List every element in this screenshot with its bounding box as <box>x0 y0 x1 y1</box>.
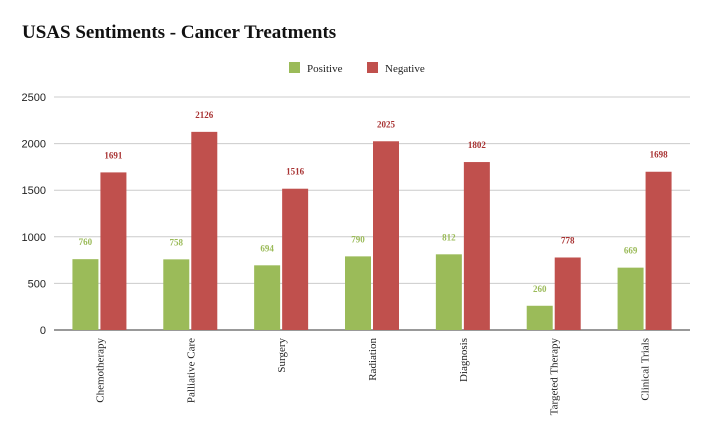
bar-positive-targeted-therapy <box>526 305 553 330</box>
bar-positive-diagnosis <box>435 254 462 330</box>
data-label-positive-targeted-therapy: 260 <box>533 284 547 294</box>
x-tick-label-radiation: Radiation <box>367 338 379 381</box>
bar-negative-clinical-trials <box>645 171 672 330</box>
data-label-negative-palliative-care: 2126 <box>195 110 214 120</box>
y-tick-label: 1000 <box>22 232 46 244</box>
bar-positive-chemotherapy <box>72 259 99 330</box>
y-tick-label: 500 <box>28 278 46 290</box>
y-tick-label: 1500 <box>22 185 46 197</box>
data-labels: 760 1691 758 2126 694 1516 790 2025 812 1802 260 77… <box>79 110 668 294</box>
chart-title: USAS Sentiments - Cancer Treatments <box>22 22 337 43</box>
data-label-positive-radiation: 790 <box>351 234 365 244</box>
legend-swatch-positive <box>289 62 300 73</box>
data-label-negative-surgery: 1516 <box>286 167 305 177</box>
data-label-negative-clinical-trials: 1698 <box>650 150 669 160</box>
data-label-positive-clinical-trials: 669 <box>624 246 638 256</box>
bar-negative-palliative-care <box>191 131 218 330</box>
legend: Positive Negative <box>289 62 425 75</box>
data-label-negative-radiation: 2025 <box>377 119 396 129</box>
bar-negative-diagnosis <box>463 162 490 330</box>
data-label-negative-chemotherapy: 1691 <box>104 150 123 160</box>
bar-positive-radiation <box>345 256 371 330</box>
x-axis-labels: Chemotherapy Palliative Care Surgery Radiat… <box>94 338 651 416</box>
legend-label-positive: Positive <box>307 63 343 75</box>
bar-negative-surgery <box>282 188 309 330</box>
data-label-positive-chemotherapy: 760 <box>79 237 93 247</box>
bar-negative-targeted-therapy <box>554 257 581 330</box>
bar-positive-clinical-trials <box>617 267 644 330</box>
y-tick-label: 2000 <box>22 139 46 151</box>
x-tick-label-clinical-trials: Clinical Trials <box>640 338 652 401</box>
x-tick-label-palliative-care: Palliative Care <box>185 338 197 403</box>
data-label-positive-palliative-care: 758 <box>170 237 184 247</box>
x-tick-label-surgery: Surgery <box>276 338 288 373</box>
legend-swatch-negative <box>367 62 378 73</box>
bar-positive-surgery <box>254 265 281 330</box>
bar-negative-radiation <box>373 141 399 330</box>
data-label-positive-surgery: 694 <box>260 243 274 253</box>
gridlines <box>54 96 690 331</box>
x-tick-label-diagnosis: Diagnosis <box>458 338 470 382</box>
y-axis-ticks: 0 500 1000 1500 2000 2500 <box>22 92 46 337</box>
x-tick-label-targeted-therapy: Targeted Therapy <box>549 338 561 416</box>
data-label-negative-targeted-therapy: 778 <box>561 235 575 245</box>
bar-positive-palliative-care <box>163 259 190 330</box>
x-tick-label-chemotherapy: Chemotherapy <box>94 338 106 403</box>
legend-label-negative: Negative <box>385 63 425 75</box>
data-label-positive-diagnosis: 812 <box>442 232 456 242</box>
bar-negative-chemotherapy <box>100 172 127 330</box>
data-label-negative-diagnosis: 1802 <box>468 140 487 150</box>
y-tick-label: 2500 <box>22 92 46 104</box>
y-tick-label: 0 <box>40 325 46 337</box>
bars <box>72 131 672 330</box>
